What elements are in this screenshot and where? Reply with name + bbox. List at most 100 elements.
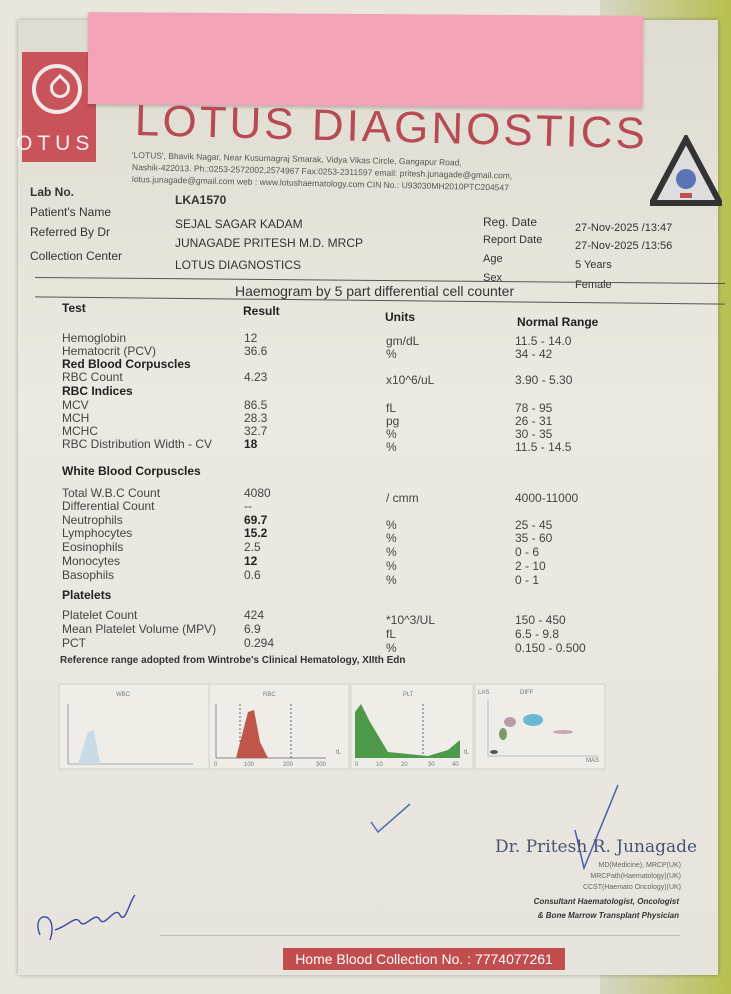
test-result: 12 [244, 331, 258, 345]
rbc-label: RBC [263, 692, 276, 698]
test-unit: / cmm [386, 491, 419, 505]
section-heading: Red Blood Corpuscles [62, 357, 191, 371]
test-range: 0 - 6 [515, 545, 540, 559]
header-test: Test [62, 301, 86, 315]
lab-no-value: LKA1570 [175, 193, 227, 207]
header-result: Result [243, 304, 280, 318]
test-result: 2.5 [244, 540, 261, 554]
report-title: Haemogram by 5 part differential cell co… [235, 283, 515, 299]
handwritten-signature [37, 894, 136, 941]
test-result: -- [244, 499, 252, 513]
test-result: 36.6 [244, 344, 268, 358]
doctor-qualification: MRCPath(Haematology)(UK) [590, 873, 681, 880]
test-name: Neutrophils [62, 513, 123, 527]
test-range: 30 - 35 [515, 427, 553, 441]
age-value: 5 Years [575, 259, 612, 271]
plt-tick: 0 [355, 762, 359, 768]
section-heading: White Blood Corpuscles [62, 464, 201, 478]
rbc-tick: 300 [316, 762, 327, 768]
test-name: Hemoglobin [62, 331, 127, 345]
rbc-tick: 200 [283, 762, 294, 768]
test-name: RBC Distribution Width - CV [62, 437, 213, 451]
report-paper [18, 20, 718, 975]
test-unit: % [386, 573, 397, 587]
divider [160, 935, 680, 936]
collection-center-label: Collection Center [30, 249, 123, 263]
las-label: LAS [478, 690, 489, 696]
report-date-label: Report Date [483, 234, 543, 246]
test-unit: % [386, 440, 397, 454]
test-result: 32.7 [244, 424, 268, 438]
test-name: Total W.B.C Count [62, 486, 161, 500]
test-result: 0.294 [244, 636, 275, 650]
test-unit: gm/dL [386, 334, 420, 348]
header-range: Normal Range [517, 315, 599, 329]
test-name: RBC Count [62, 370, 123, 384]
test-result: 12 [244, 554, 258, 568]
doctor-title: Consultant Haematologist, Oncologist [533, 897, 679, 906]
report-date-value: 27-Nov-2025 /13:56 [575, 240, 673, 252]
sex-label: Sex [483, 272, 502, 284]
rbc-tick: 100 [244, 762, 255, 768]
reg-date-label: Reg. Date [483, 215, 538, 229]
test-name: Hematocrit (PCV) [62, 344, 157, 358]
test-result: 4080 [244, 486, 271, 500]
test-range: 34 - 42 [515, 347, 553, 361]
test-result: 69.7 [244, 513, 268, 527]
rbc-tick: 0 [214, 762, 218, 768]
plt-tick: 20 [401, 762, 408, 768]
test-unit: % [386, 545, 397, 559]
wbc-histogram: WBC [58, 683, 230, 770]
test-range: 2 - 10 [515, 559, 546, 573]
test-range: 25 - 45 [515, 518, 553, 532]
section-heading: RBC Indices [62, 384, 133, 398]
test-range: 4000-11000 [515, 491, 579, 505]
age-label: Age [483, 253, 503, 265]
lab-no-label: Lab No. [30, 185, 74, 199]
plt-unit: fL [464, 750, 470, 756]
plt-label: PLT [403, 692, 414, 698]
mas-label: MAS [586, 758, 599, 764]
diff-scatter: LAS DIFF MAS [474, 683, 606, 770]
doctor-qualification: MD(Medicine), MRCP(UK) [598, 862, 681, 869]
lotus-logo: OTUS [16, 52, 96, 162]
patient-name-label: Patient's Name [30, 205, 111, 219]
collection-center-value: LOTUS DIAGNOSTICS [175, 258, 302, 272]
doctor-name: Dr. Pritesh R. Junagade [495, 837, 698, 857]
sex-value: Female [575, 279, 612, 291]
test-range: 0.150 - 0.500 [515, 641, 586, 655]
header-units: Units [385, 310, 415, 324]
test-name: Differential Count [62, 499, 155, 513]
test-unit: fL [386, 401, 397, 415]
diff-label: DIFF [520, 690, 534, 696]
test-result: 86.5 [244, 398, 268, 412]
test-result: 28.3 [244, 411, 268, 425]
test-unit: % [386, 641, 397, 655]
test-result: 18 [244, 437, 258, 451]
test-unit: % [386, 518, 397, 532]
test-range: 150 - 450 [515, 613, 566, 627]
histograms: WBC RBC 0 100 200 300 fL PLT 0 10 20 30 40 fL LAS DI… [58, 683, 606, 770]
checkmark-icon [370, 803, 411, 834]
test-name: Eosinophils [62, 540, 124, 554]
test-range: 6.5 - 9.8 [515, 627, 560, 641]
reg-date-value: 27-Nov-2025 /13:47 [575, 222, 673, 234]
wbc-label: WBC [116, 692, 131, 698]
test-name: Monocytes [62, 554, 121, 568]
test-name: MCH [62, 411, 90, 425]
test-name: MCHC [62, 424, 98, 438]
test-unit: % [386, 427, 397, 441]
plt-tick: 30 [428, 762, 435, 768]
referred-by-value: JUNAGADE PRITESH M.D. MRCP [175, 236, 364, 250]
test-result: 424 [244, 608, 265, 622]
test-name: Lymphocytes [62, 526, 133, 540]
certification-seal-icon [650, 135, 722, 206]
test-result: 15.2 [244, 526, 268, 540]
plt-tick: 40 [452, 762, 459, 768]
test-name: Platelet Count [62, 608, 138, 622]
plt-histogram: PLT 0 10 20 30 40 fL [350, 683, 474, 770]
test-unit: *10^3/UL [386, 613, 435, 627]
section-heading: Platelets [62, 588, 112, 602]
test-unit: % [386, 559, 397, 573]
test-name: Basophils [62, 568, 115, 582]
